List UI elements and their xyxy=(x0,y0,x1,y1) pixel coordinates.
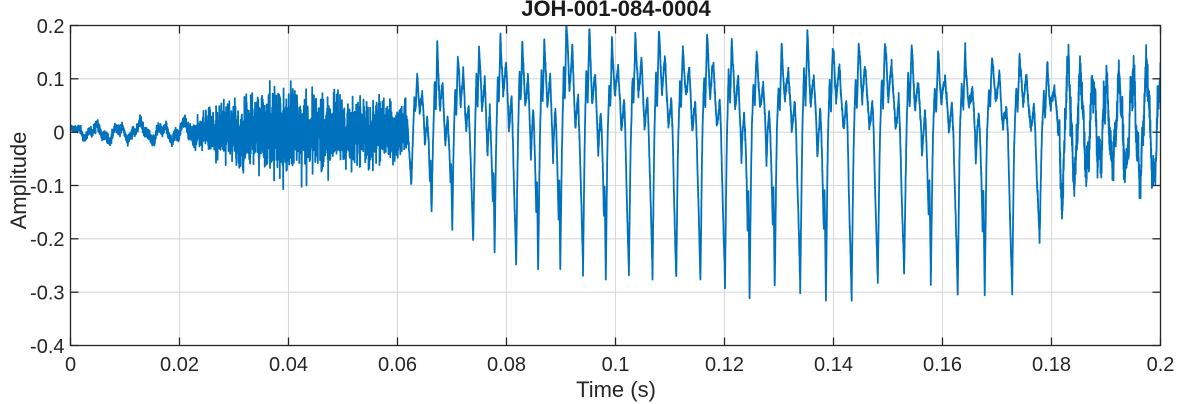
svg-text:0.18: 0.18 xyxy=(1032,354,1071,376)
svg-text:0: 0 xyxy=(53,123,64,145)
svg-text:Amplitude: Amplitude xyxy=(6,132,31,230)
svg-text:-0.2: -0.2 xyxy=(30,229,64,251)
svg-text:-0.1: -0.1 xyxy=(30,176,64,198)
svg-text:-0.3: -0.3 xyxy=(30,283,64,305)
svg-text:0.06: 0.06 xyxy=(378,354,417,376)
svg-text:0.1: 0.1 xyxy=(602,354,630,376)
svg-text:0: 0 xyxy=(65,354,76,376)
svg-text:0.02: 0.02 xyxy=(160,354,199,376)
svg-text:0.04: 0.04 xyxy=(269,354,308,376)
svg-text:JOH-001-084-0004: JOH-001-084-0004 xyxy=(521,0,711,21)
svg-text:0.16: 0.16 xyxy=(923,354,962,376)
svg-text:0.2: 0.2 xyxy=(37,16,65,38)
svg-text:0.08: 0.08 xyxy=(487,354,526,376)
svg-text:-0.4: -0.4 xyxy=(30,336,64,358)
svg-text:0.2: 0.2 xyxy=(1147,354,1175,376)
svg-text:0.1: 0.1 xyxy=(37,69,65,91)
svg-text:0.14: 0.14 xyxy=(814,354,853,376)
svg-text:Time (s): Time (s) xyxy=(576,377,656,402)
svg-text:0.12: 0.12 xyxy=(705,354,744,376)
